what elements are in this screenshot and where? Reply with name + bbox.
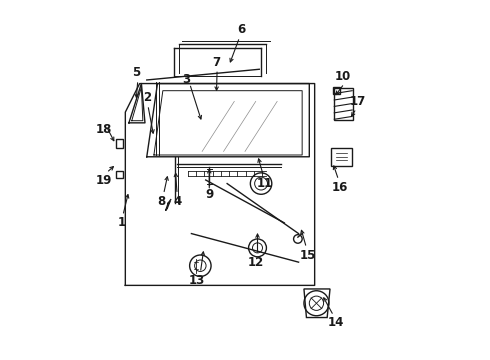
Text: 15: 15 [299, 248, 316, 261]
Text: 14: 14 [328, 316, 344, 329]
Text: 3: 3 [182, 73, 190, 86]
Text: 10: 10 [335, 70, 351, 83]
Text: 19: 19 [96, 174, 112, 186]
Text: 8: 8 [157, 195, 165, 208]
Text: 17: 17 [349, 95, 366, 108]
Text: 13: 13 [189, 274, 205, 287]
Text: 16: 16 [331, 181, 348, 194]
Text: 4: 4 [173, 195, 181, 208]
Text: 6: 6 [237, 23, 245, 36]
Text: 11: 11 [257, 177, 273, 190]
Text: 1: 1 [118, 216, 126, 229]
Text: 9: 9 [205, 188, 214, 201]
Text: 7: 7 [212, 55, 220, 69]
Text: 5: 5 [132, 66, 140, 79]
Text: 2: 2 [143, 91, 151, 104]
Text: 18: 18 [96, 123, 112, 136]
Text: 12: 12 [247, 256, 264, 269]
